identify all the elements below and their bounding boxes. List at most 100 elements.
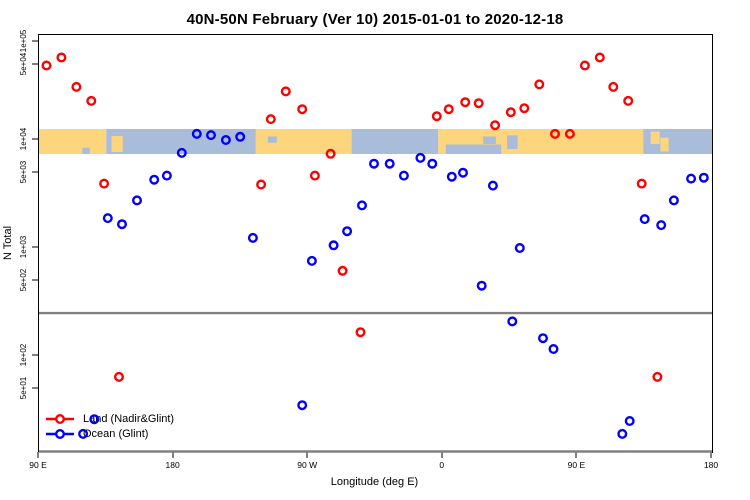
data-point-land	[56, 52, 67, 63]
data-point-ocean	[624, 416, 635, 427]
map-band-ocean-patch	[267, 136, 277, 143]
data-point-ocean	[415, 152, 426, 163]
legend-label-ocean: Ocean (Glint)	[83, 427, 149, 440]
chart-title: 40N-50N February (Ver 10) 2015-01-01 to …	[186, 11, 564, 28]
y-tick-mark	[32, 138, 38, 140]
data-point-ocean	[306, 255, 317, 266]
data-point-land	[490, 120, 501, 131]
data-point-land	[113, 371, 124, 382]
y-tick-mark	[32, 62, 38, 65]
legend-circle-ocean-icon	[54, 428, 65, 439]
data-point-land	[594, 52, 605, 63]
data-point-land	[280, 86, 291, 97]
data-point-ocean	[116, 219, 127, 230]
data-point-ocean	[102, 213, 113, 224]
x-tick-mark	[440, 452, 443, 458]
x-tick-label: 90 E	[29, 460, 47, 470]
y-tick-mark	[32, 278, 38, 281]
data-point-land	[99, 178, 110, 189]
data-point-land	[309, 170, 320, 181]
data-point-land	[297, 104, 308, 115]
chart-canvas	[39, 52, 712, 453]
x-tick-label: 180	[165, 460, 180, 470]
map-band-land-patch	[660, 137, 669, 152]
map-band-land-patch	[111, 136, 123, 152]
x-tick-mark	[37, 452, 39, 458]
data-point-land	[534, 79, 545, 90]
data-point-land	[431, 111, 442, 122]
data-point-ocean	[476, 280, 487, 291]
data-point-ocean	[656, 220, 667, 231]
data-point-ocean	[507, 316, 518, 327]
plot-area: Land (Nadir&Glint) Ocean (Glint)	[38, 34, 713, 453]
data-point-ocean	[514, 242, 525, 253]
map-band-land-patch	[650, 131, 660, 144]
data-point-ocean	[220, 134, 231, 145]
data-point-ocean	[446, 171, 457, 182]
x-tick-label: 90 E	[567, 460, 586, 470]
y-tick-label: 5e+02	[19, 268, 28, 291]
y-tick-mark	[32, 246, 38, 248]
data-point-ocean	[235, 131, 246, 142]
data-point-ocean	[297, 400, 308, 411]
data-point-land	[71, 81, 82, 92]
x-tick-label: 0	[439, 460, 445, 470]
data-point-ocean	[458, 167, 469, 178]
data-point-ocean	[176, 147, 187, 158]
data-point-ocean	[89, 414, 100, 425]
data-point-ocean	[161, 170, 172, 181]
y-tick-mark	[32, 354, 38, 356]
data-point-ocean	[205, 130, 216, 141]
data-point-ocean	[427, 158, 438, 169]
map-band-ocean-patch	[82, 147, 90, 154]
data-point-ocean	[384, 158, 395, 169]
y-tick-label: 1e+02	[19, 343, 28, 367]
data-point-land	[579, 60, 590, 71]
data-point-land	[443, 104, 454, 115]
data-point-ocean	[686, 173, 697, 184]
data-point-land	[505, 107, 516, 118]
data-point-land	[473, 98, 484, 109]
y-tick-label: 1e+04	[19, 127, 28, 151]
map-band-ocean-patch	[483, 136, 496, 144]
data-point-ocean	[328, 240, 339, 251]
map-band-ocean-patch	[507, 135, 518, 149]
data-point-land	[623, 95, 634, 106]
y-tick-label: 1e+03	[19, 235, 28, 259]
data-point-ocean	[357, 200, 368, 211]
data-point-land	[608, 81, 619, 92]
data-point-ocean	[698, 172, 709, 183]
x-tick-mark	[575, 452, 578, 458]
data-point-ocean	[398, 170, 409, 181]
data-point-ocean	[78, 428, 89, 439]
x-axis-title: Longitude (deg E)	[330, 476, 419, 488]
map-band-ocean-patch	[445, 144, 502, 154]
data-point-land	[550, 128, 561, 139]
y-tick-label: 5e+01	[19, 376, 28, 399]
x-axis: 90 E 180 90 W 0 90 E 180	[29, 452, 718, 478]
x-tick-label: 90 W	[297, 460, 318, 470]
x-tick-mark	[171, 452, 174, 458]
legend-item-land: Land (Nadir&Glint)	[44, 411, 174, 426]
y-tick-label: 5e+03	[19, 160, 28, 183]
data-point-land	[636, 178, 647, 189]
data-point-land	[460, 97, 471, 108]
x-tick-label: 180	[703, 460, 719, 470]
legend-marker-ocean-icon	[46, 428, 74, 439]
y-tick-mark	[32, 170, 38, 173]
legend-item-ocean: Ocean (Glint)	[44, 426, 174, 441]
data-point-land	[86, 95, 97, 106]
data-point-land	[355, 327, 366, 338]
legend-marker-land-icon	[46, 413, 74, 424]
x-tick-mark	[710, 452, 712, 458]
x-tick-mark	[306, 452, 309, 458]
data-point-ocean	[247, 232, 258, 243]
legend-circle-land-icon	[54, 413, 65, 424]
y-tick-mark	[32, 386, 38, 389]
data-point-land	[41, 60, 52, 71]
data-point-land	[337, 265, 348, 276]
data-point-ocean	[369, 158, 380, 169]
data-point-ocean	[548, 344, 559, 355]
y-tick-label: 5e+04	[19, 52, 28, 75]
